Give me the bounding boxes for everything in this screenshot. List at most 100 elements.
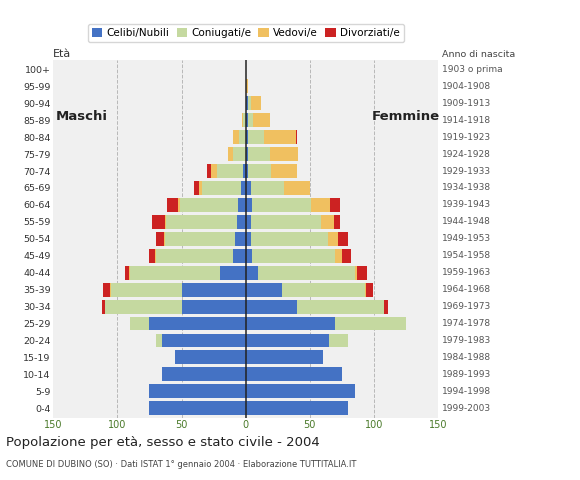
Bar	[321, 215, 334, 229]
Bar	[246, 334, 329, 348]
Bar	[242, 113, 243, 127]
Text: 1954-1958: 1954-1958	[442, 251, 491, 260]
Bar	[246, 113, 248, 127]
Bar	[246, 215, 251, 229]
Bar	[220, 266, 246, 280]
Text: Maschi: Maschi	[56, 110, 107, 123]
Bar	[125, 266, 129, 280]
Bar	[366, 283, 372, 297]
Bar	[165, 215, 166, 229]
Bar	[246, 401, 348, 415]
Bar	[150, 401, 246, 415]
Bar	[180, 198, 238, 212]
Bar	[311, 198, 330, 212]
Text: 1999-2003: 1999-2003	[442, 404, 491, 413]
Bar	[202, 181, 241, 195]
Bar	[243, 113, 246, 127]
Bar	[384, 300, 388, 313]
Bar	[253, 113, 270, 127]
Bar	[110, 283, 111, 297]
Bar	[248, 164, 271, 178]
Bar	[200, 181, 202, 195]
Bar	[129, 266, 130, 280]
Text: 1944-1948: 1944-1948	[442, 217, 491, 227]
Bar	[246, 181, 251, 195]
Text: 1959-1963: 1959-1963	[442, 268, 491, 277]
Bar	[251, 96, 261, 110]
Bar	[156, 249, 233, 263]
Bar	[246, 198, 252, 212]
Text: 1994-1998: 1994-1998	[442, 387, 491, 396]
Bar	[237, 215, 246, 229]
Text: 1919-1923: 1919-1923	[442, 132, 491, 142]
Bar	[246, 367, 342, 381]
Bar	[251, 215, 321, 229]
Bar	[233, 147, 246, 161]
Bar	[175, 350, 246, 364]
Bar	[156, 232, 164, 246]
Bar	[248, 130, 263, 144]
Bar	[238, 198, 246, 212]
Bar	[104, 300, 182, 313]
Bar	[297, 300, 384, 313]
Bar	[259, 266, 354, 280]
Bar	[296, 130, 297, 144]
Text: Età: Età	[53, 49, 71, 59]
Bar	[246, 350, 322, 364]
Bar	[248, 113, 253, 127]
Bar	[251, 181, 284, 195]
Text: Popolazione per età, sesso e stato civile - 2004: Popolazione per età, sesso e stato civil…	[6, 436, 320, 449]
Bar	[168, 198, 177, 212]
Bar	[182, 283, 246, 297]
Text: Femmine: Femmine	[372, 110, 440, 123]
Bar	[246, 317, 335, 331]
Bar	[330, 198, 340, 212]
Text: 1964-1968: 1964-1968	[442, 285, 491, 294]
Text: 1989-1993: 1989-1993	[442, 370, 491, 379]
Text: 1924-1928: 1924-1928	[442, 150, 491, 158]
Bar	[246, 283, 281, 297]
Bar	[357, 266, 367, 280]
Bar	[246, 384, 354, 398]
Bar	[162, 367, 246, 381]
Bar	[342, 249, 351, 263]
Bar	[328, 232, 338, 246]
Bar	[252, 198, 311, 212]
Bar	[235, 232, 246, 246]
Bar	[335, 249, 342, 263]
Bar	[211, 164, 218, 178]
Bar	[354, 266, 357, 280]
Bar	[246, 79, 248, 93]
Bar	[246, 249, 252, 263]
Bar	[246, 164, 248, 178]
Text: 1974-1978: 1974-1978	[442, 319, 491, 328]
Bar	[365, 283, 366, 297]
Text: 1929-1933: 1929-1933	[442, 167, 491, 176]
Bar	[246, 96, 248, 110]
Bar	[329, 334, 348, 348]
Text: 1903 o prima: 1903 o prima	[442, 65, 502, 74]
Text: 1914-1918: 1914-1918	[442, 116, 491, 125]
Bar	[252, 249, 335, 263]
Bar	[239, 130, 246, 144]
Bar	[182, 300, 246, 313]
Bar	[248, 147, 270, 161]
Bar	[130, 266, 220, 280]
Bar	[103, 283, 110, 297]
Bar	[284, 181, 310, 195]
Bar	[164, 232, 165, 246]
Bar	[150, 317, 246, 331]
Bar	[155, 249, 156, 263]
Bar	[281, 283, 365, 297]
Bar	[271, 164, 297, 178]
Bar	[207, 164, 211, 178]
Bar	[233, 130, 239, 144]
Text: 1934-1938: 1934-1938	[442, 183, 491, 192]
Bar	[243, 164, 246, 178]
Text: 1909-1913: 1909-1913	[442, 99, 491, 108]
Bar	[334, 215, 340, 229]
Text: COMUNE DI DUBINO (SO) · Dati ISTAT 1° gennaio 2004 · Elaborazione TUTTITALIA.IT: COMUNE DI DUBINO (SO) · Dati ISTAT 1° ge…	[6, 460, 356, 469]
Bar	[270, 147, 298, 161]
Text: 1984-1988: 1984-1988	[442, 353, 491, 362]
Bar	[251, 232, 328, 246]
